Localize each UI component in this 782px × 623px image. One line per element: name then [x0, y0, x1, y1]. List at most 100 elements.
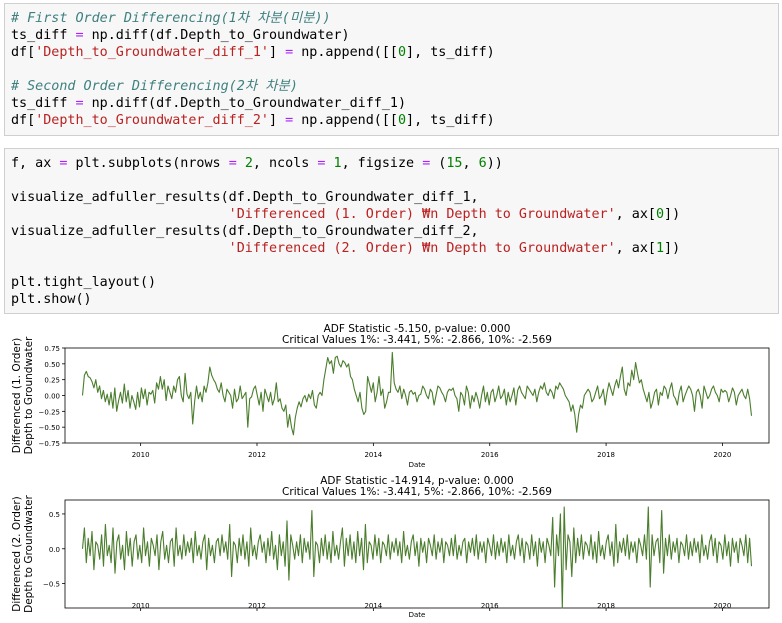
- code-token: ,: [462, 156, 479, 171]
- code-token: ts_diff: [11, 28, 76, 43]
- code-line: 'Differenced (2. Order) ₩n Depth to Grou…: [11, 240, 778, 257]
- code-token: np.diff(df.Depth_to_Groundwater_diff_1): [83, 96, 407, 111]
- y-tick-label: 0.5: [49, 511, 60, 519]
- code-token: =: [285, 45, 294, 60]
- code-token: =: [75, 96, 84, 111]
- code-token: ], ts_diff): [406, 113, 495, 128]
- x-tick-label: 2012: [248, 602, 266, 610]
- code-line: f, ax = plt.subplots(nrows = 2, ncols = …: [11, 155, 778, 172]
- code-token: 1: [333, 156, 342, 171]
- code-line: ts_diff = np.diff(df.Depth_to_Groundwate…: [11, 95, 778, 112]
- x-tick-label: 2018: [597, 451, 615, 459]
- y-axis-label: Depth to Groundwater: [23, 494, 35, 612]
- code-token: ]: [268, 45, 286, 60]
- x-tick-label: 2010: [132, 451, 150, 459]
- code-token: ]: [268, 113, 286, 128]
- code-line: ts_diff = np.diff(df.Depth_to_Groundwate…: [11, 27, 778, 44]
- chart-title: ADF Statistic -5.150, p-value: 0.000: [324, 323, 511, 335]
- code-line: df['Depth_to_Groundwater_diff_1'] = np.a…: [11, 44, 778, 61]
- code-token: , ncols: [252, 156, 318, 171]
- x-tick-label: 2016: [481, 602, 499, 610]
- code-token: 'Differenced (2. Order) ₩n Depth to Grou…: [228, 241, 616, 256]
- code-token: np.append([[: [293, 45, 398, 60]
- code-token: # Second Order Differencing(2차 차분): [11, 79, 298, 94]
- code-line: plt.show(): [11, 291, 778, 308]
- code-token: visualize_adfuller_results(df.Depth_to_G…: [11, 190, 479, 205]
- code-token: =: [228, 156, 237, 171]
- code-token: np.diff(df.Depth_to_Groundwater): [83, 28, 350, 43]
- x-tick-label: 2012: [248, 451, 266, 459]
- code-token: ], ts_diff): [406, 45, 495, 60]
- code-token: )): [486, 156, 503, 171]
- code-token: , ax[: [615, 241, 656, 256]
- code-token: 'Depth_to_Groundwater_diff_1': [35, 45, 269, 60]
- y-axis-label: Depth to Groundwater: [23, 336, 35, 454]
- code-block-1[interactable]: # First Order Differencing(1차 차분(미분)) ts_…: [5, 4, 778, 129]
- code-token: 6: [478, 156, 487, 171]
- code-token: ts_diff: [11, 96, 76, 111]
- code-token: 0: [397, 45, 407, 60]
- x-tick-label: 2020: [714, 602, 732, 610]
- y-axis-label: Differenced (2. Order): [11, 496, 23, 612]
- code-token: =: [317, 156, 326, 171]
- y-tick-label: −0.75: [39, 440, 60, 448]
- code-token: 2: [244, 156, 253, 171]
- code-line: visualize_adfuller_results(df.Depth_to_G…: [11, 189, 778, 206]
- x-tick-label: 2016: [481, 451, 499, 459]
- x-axis-label: Date: [409, 461, 426, 469]
- code-token: f, ax: [11, 156, 60, 171]
- code-line: plt.tight_layout(): [11, 274, 778, 291]
- y-tick-label: −0.50: [39, 424, 60, 432]
- code-line: 'Differenced (1. Order) ₩n Depth to Grou…: [11, 206, 778, 223]
- code-token: =: [75, 28, 84, 43]
- code-token: 15: [446, 156, 463, 171]
- plot-frame: [64, 499, 770, 609]
- x-tick-label: 2020: [714, 451, 732, 459]
- code-token: ]): [664, 241, 681, 256]
- code-token: 'Differenced (1. Order) ₩n Depth to Grou…: [228, 207, 616, 222]
- code-token: plt.show(): [11, 292, 92, 307]
- code-cell-1[interactable]: # First Order Differencing(1차 차분(미분)) ts_…: [4, 3, 779, 136]
- code-line: visualize_adfuller_results(df.Depth_to_G…: [11, 223, 778, 240]
- chart-title: ADF Statistic -14.914, p-value: 0.000: [320, 475, 514, 487]
- code-line: # Second Order Differencing(2차 차분): [11, 78, 778, 95]
- code-token: 0: [397, 113, 407, 128]
- code-token: # First Order Differencing(1차 차분(미분)): [11, 11, 331, 26]
- code-token: =: [59, 156, 68, 171]
- code-token: =: [285, 113, 294, 128]
- code-line: df['Depth_to_Groundwater_diff_2'] = np.a…: [11, 112, 778, 129]
- code-token: plt.subplots(nrows: [67, 156, 229, 171]
- y-tick-label: 0.75: [44, 345, 60, 353]
- chart-subtitle: Critical Values 1%: -3.441, 5%: -2.866, …: [282, 486, 552, 498]
- series-line: [81, 351, 753, 436]
- code-token: 'Depth_to_Groundwater_diff_2': [35, 113, 269, 128]
- y-tick-label: 0.00: [44, 393, 60, 401]
- code-token: plt.tight_layout(): [11, 275, 157, 290]
- code-line: # First Order Differencing(1차 차분(미분)): [11, 10, 778, 27]
- code-token: df[: [11, 45, 36, 60]
- code-block-2[interactable]: f, ax = plt.subplots(nrows = 2, ncols = …: [5, 149, 778, 308]
- y-tick-label: −0.25: [39, 408, 60, 416]
- code-token: 1: [655, 241, 665, 256]
- x-tick-label: 2014: [364, 451, 382, 459]
- code-token: np.append([[: [293, 113, 398, 128]
- code-token: df[: [11, 113, 36, 128]
- code-token: =: [422, 156, 431, 171]
- x-tick-label: 2014: [364, 602, 382, 610]
- x-axis-label: Date: [409, 611, 426, 619]
- code-token: 0: [655, 207, 665, 222]
- code-token: , figsize: [341, 156, 423, 171]
- code-token: (: [430, 156, 447, 171]
- chart-subtitle: Critical Values 1%: -3.441, 5%: -2.866, …: [282, 334, 552, 346]
- x-tick-label: 2018: [597, 602, 615, 610]
- y-tick-label: −0.5: [43, 581, 60, 589]
- series-line: [81, 506, 753, 609]
- code-cell-2[interactable]: f, ax = plt.subplots(nrows = 2, ncols = …: [4, 148, 779, 314]
- y-tick-label: 0.25: [44, 377, 60, 385]
- code-token: , ax[: [615, 207, 656, 222]
- y-axis-label: Differenced (1. Order): [11, 338, 23, 454]
- code-token: visualize_adfuller_results(df.Depth_to_G…: [11, 224, 479, 239]
- x-tick-label: 2010: [132, 602, 150, 610]
- y-tick-label: 0.0: [49, 546, 60, 554]
